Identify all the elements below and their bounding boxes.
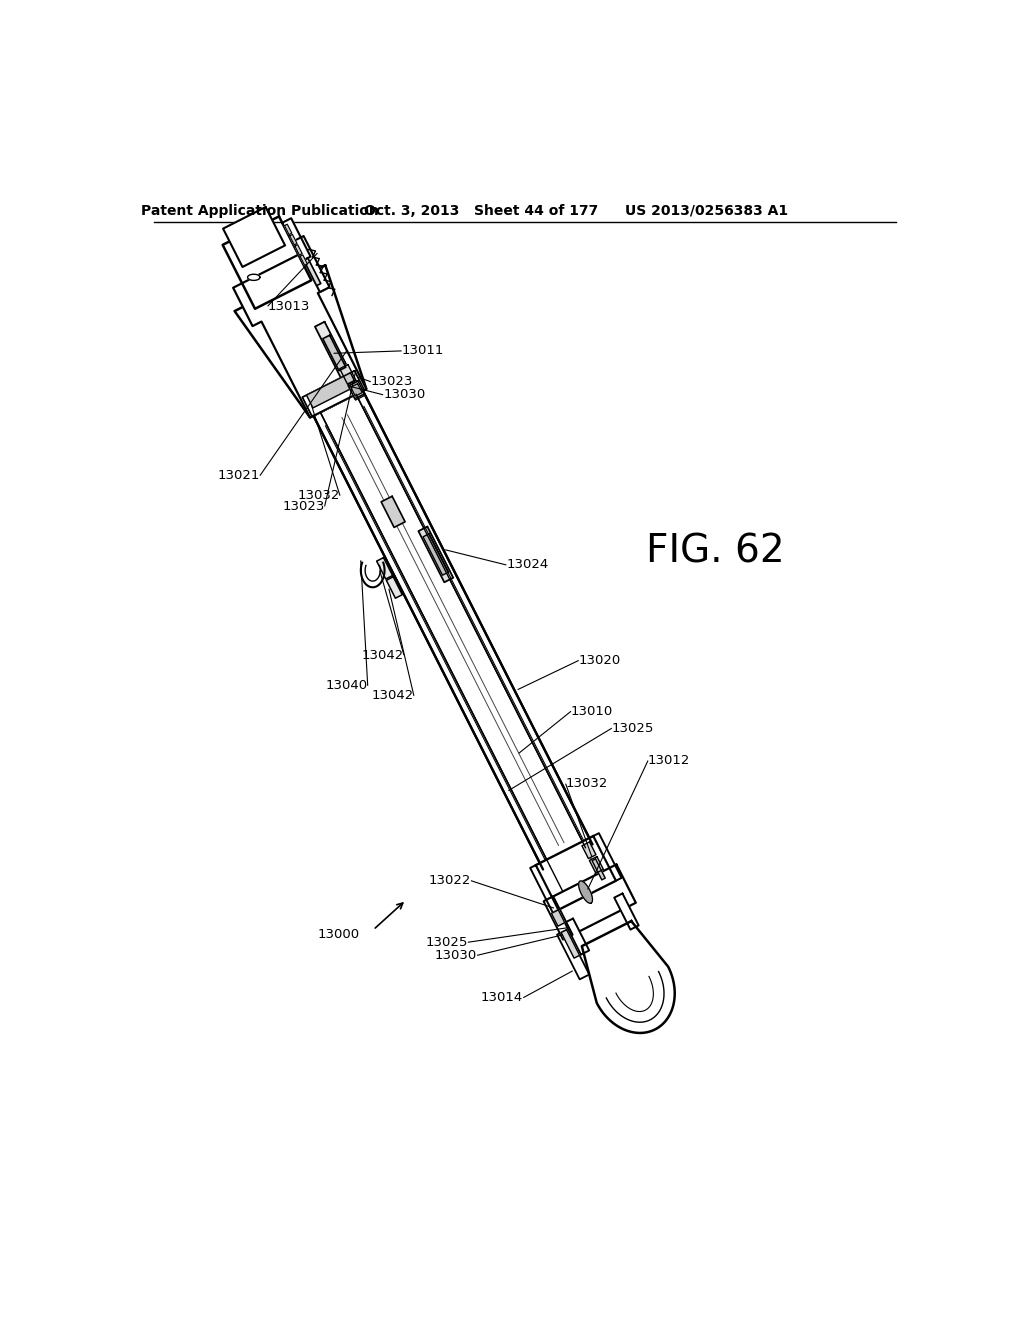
Text: 13023: 13023	[283, 500, 325, 513]
Text: 13030: 13030	[435, 949, 477, 962]
Text: 13014: 13014	[481, 991, 523, 1005]
Polygon shape	[304, 257, 321, 285]
Polygon shape	[360, 562, 385, 587]
Text: 13032: 13032	[298, 490, 340, 502]
Text: Oct. 3, 2013   Sheet 44 of 177: Oct. 3, 2013 Sheet 44 of 177	[364, 203, 598, 218]
Polygon shape	[544, 896, 572, 940]
Polygon shape	[545, 865, 636, 939]
Polygon shape	[536, 836, 616, 909]
Text: 13025: 13025	[611, 722, 654, 735]
Polygon shape	[294, 236, 330, 292]
Text: 13042: 13042	[361, 648, 403, 661]
Polygon shape	[348, 381, 365, 399]
Text: 13030: 13030	[383, 388, 425, 401]
Polygon shape	[582, 921, 675, 1034]
Polygon shape	[283, 218, 310, 261]
Text: 13011: 13011	[401, 345, 444, 358]
Polygon shape	[302, 371, 365, 416]
Polygon shape	[579, 880, 593, 903]
Polygon shape	[306, 372, 357, 408]
Text: 13024: 13024	[506, 558, 549, 572]
Polygon shape	[557, 929, 589, 979]
Text: 13020: 13020	[579, 653, 621, 667]
Polygon shape	[290, 235, 297, 244]
Text: 13042: 13042	[372, 689, 414, 702]
Polygon shape	[614, 894, 639, 929]
Polygon shape	[582, 842, 596, 858]
Polygon shape	[590, 857, 603, 874]
Text: 13000: 13000	[317, 928, 360, 941]
Polygon shape	[351, 384, 362, 396]
Text: 13021: 13021	[217, 469, 260, 482]
Polygon shape	[295, 244, 302, 255]
Polygon shape	[593, 833, 622, 880]
Polygon shape	[530, 865, 558, 912]
Text: 13022: 13022	[428, 874, 471, 887]
Polygon shape	[552, 909, 565, 927]
Text: US 2013/0256383 A1: US 2013/0256383 A1	[625, 203, 788, 218]
Polygon shape	[348, 380, 364, 400]
Polygon shape	[233, 251, 367, 417]
Polygon shape	[234, 265, 367, 417]
Text: FIG. 62: FIG. 62	[646, 532, 785, 570]
Text: 13025: 13025	[425, 936, 468, 949]
Text: 13010: 13010	[571, 705, 613, 718]
Text: 13013: 13013	[267, 300, 310, 313]
Polygon shape	[381, 496, 406, 528]
Polygon shape	[423, 533, 449, 576]
Polygon shape	[323, 335, 346, 371]
Polygon shape	[300, 255, 307, 265]
Text: 13040: 13040	[326, 680, 368, 693]
Text: 13023: 13023	[371, 375, 413, 388]
Polygon shape	[386, 577, 402, 598]
Text: Patent Application Publication: Patent Application Publication	[141, 203, 379, 218]
Polygon shape	[248, 275, 260, 280]
Polygon shape	[419, 527, 454, 582]
Polygon shape	[592, 859, 605, 880]
Polygon shape	[565, 919, 589, 954]
Polygon shape	[561, 929, 580, 958]
Text: 13032: 13032	[565, 777, 608, 791]
Polygon shape	[340, 364, 355, 384]
Polygon shape	[222, 216, 311, 309]
Polygon shape	[377, 557, 392, 579]
Text: 13012: 13012	[648, 754, 690, 767]
Polygon shape	[285, 224, 292, 235]
Polygon shape	[258, 301, 674, 1011]
Polygon shape	[223, 207, 285, 267]
Polygon shape	[315, 322, 353, 384]
